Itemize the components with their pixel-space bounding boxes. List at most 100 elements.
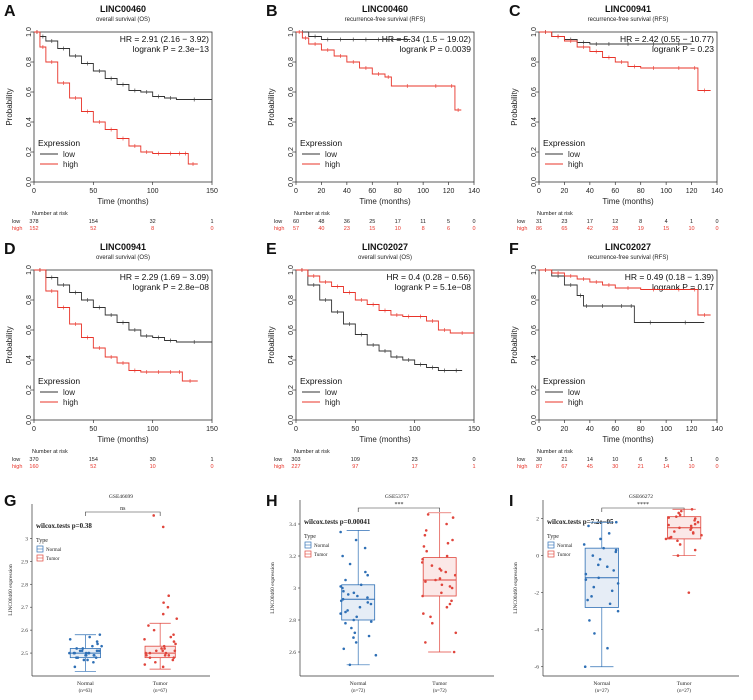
data-point-tumor [451,538,454,542]
x-axis-label: Time (months) [97,197,149,206]
y-tick-label: 0.8 [288,57,295,67]
y-axis-label: Probability [510,88,519,125]
data-point-tumor [696,520,700,524]
y-axis-label: LINC00460 expression [270,562,276,614]
data-point-tumor [664,537,668,541]
km-panel-d: D LINC00941 overall survival (OS) 0.0 0.2 0.4… [4,241,218,470]
legend-title: Expression [300,376,342,386]
data-point-tumor [161,612,165,616]
data-point-normal [363,546,367,550]
y-tick-label: 0.4 [26,117,33,127]
data-point-normal [366,596,369,599]
legend-entry-low: low [568,388,580,397]
logrank-p: logrank P = 5.1e−08 [395,282,472,292]
y-tick-label: 2.9 [21,559,28,565]
wilcox-stat: wilcox.tests p=0.38 [36,522,92,530]
data-point-normal [92,660,95,664]
risk-count-low: 8 [639,219,642,225]
x-tick-label: 0 [32,188,36,195]
hazard-ratio: HR = 0.49 (0.18 − 1.39) [625,272,714,282]
y-axis-label: Probability [267,326,276,363]
risk-row-label-high: high [12,226,22,232]
data-point-normal [348,663,352,667]
data-point-normal [68,638,72,641]
risk-row-label-low: low [12,219,20,225]
data-point-normal [94,656,98,659]
significance-label: **** [637,502,649,508]
x-tick-label: 150 [206,426,218,433]
data-point-normal [75,656,78,659]
risk-row-label-low: low [517,457,525,463]
y-tick-label: -6 [534,665,539,671]
data-point-normal [342,647,346,651]
y-tick-label: 3 [25,536,28,542]
y-tick-label: 0.4 [26,355,33,365]
x-tick-label: 60 [611,426,619,433]
y-tick-label: 0.6 [531,325,538,335]
data-point-normal [91,644,94,648]
risk-count-high: 8 [422,226,425,232]
wilcox-stat: wilcox.tests p=7.2e−05 [547,518,614,526]
data-point-tumor [691,531,695,534]
risk-count-high: 10 [150,464,156,470]
data-point-normal [593,632,596,635]
risk-count-low: 109 [351,457,360,463]
data-point-tumor [678,543,682,546]
x-tick-label: 140 [468,188,480,195]
panel-letter: A [4,3,16,20]
data-point-normal [342,589,345,593]
y-tick-label: 1.0 [531,265,538,275]
data-point-normal [75,647,78,650]
y-tick-label: 0.6 [26,87,33,97]
data-point-tumor [166,605,170,609]
data-point-tumor [173,649,177,653]
y-axis-label: Probability [5,326,14,363]
y-tick-label: 0.6 [288,325,295,335]
hazard-ratio: HR = 5.34 (1.5 − 19.02) [382,34,471,44]
y-tick-label: 0.4 [531,355,538,365]
data-point-normal [358,605,362,609]
panel-letter: G [4,493,16,510]
risk-count-high: 8 [151,226,154,232]
y-tick-label: 0.2 [531,147,538,157]
risk-count-low: 10 [612,457,618,463]
data-point-tumor [445,605,449,609]
significance-bracket [357,507,440,512]
y-tick-label: 0.0 [26,415,33,425]
data-point-tumor [144,651,148,655]
y-tick-label: 0.2 [26,147,33,157]
data-point-normal [374,653,378,657]
risk-table-label: Number at risk [537,449,573,455]
panel-subtitle: recurrence-free survival (RFS) [588,17,669,23]
data-point-normal [597,563,600,567]
x-tick-label: 120 [686,188,698,195]
risk-count-high: 65 [561,226,567,232]
risk-table-label: Number at risk [294,449,330,455]
x-axis-label: Time (months) [97,435,149,444]
logrank-p: logrank P = 0.23 [652,44,714,54]
survival-curve-high [296,31,462,111]
data-point-normal [80,649,84,653]
data-point-normal [344,621,347,625]
data-point-normal [610,589,614,593]
y-tick-label: 0.0 [531,415,538,425]
data-point-tumor [693,522,697,526]
data-point-normal [348,562,352,566]
risk-count-low: 1 [690,219,693,225]
panel-letter: E [266,241,277,258]
category-label: Normal [593,681,610,687]
risk-count-high: 45 [587,464,593,470]
risk-count-high: 0 [715,464,718,470]
y-tick-label: 0.8 [288,295,295,305]
panel-letter: I [509,493,513,510]
risk-count-high: 10 [395,226,401,232]
data-point-tumor [667,523,670,527]
data-point-tumor [448,602,452,606]
y-tick-label: 0.4 [531,117,538,127]
y-tick-label: 0.6 [288,87,295,97]
data-point-tumor [154,660,157,664]
risk-count-high: 152 [29,226,38,232]
x-tick-label: 150 [468,426,480,433]
risk-row-label-high: high [274,226,284,232]
data-point-normal [341,586,344,590]
